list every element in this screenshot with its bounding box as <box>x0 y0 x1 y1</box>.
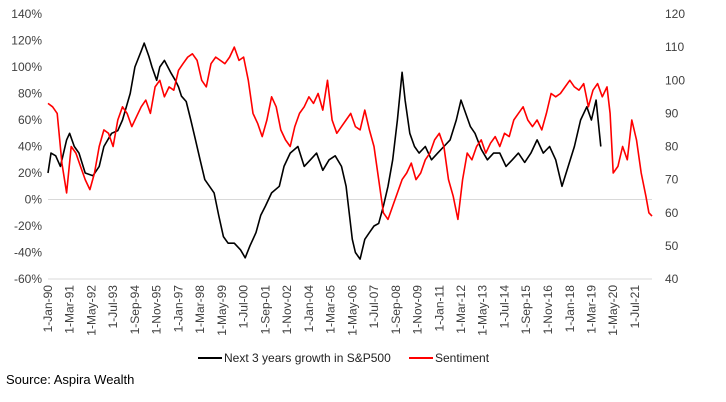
x-tick-label: 1-May-13 <box>476 285 490 336</box>
x-tick-label: 1-Jul-00 <box>237 285 251 329</box>
x-tick-label: 1-Jan-11 <box>432 285 446 332</box>
x-tick-label: 1-May-99 <box>215 285 229 336</box>
x-tick-label: 1-Sep-08 <box>389 285 403 335</box>
line-chart: 140% 120% 100% 80% 60% 40% 20% 0% -20% -40% -60% 1… <box>11 7 685 365</box>
left-tick-label: -40% <box>14 246 42 260</box>
x-tick-label: 1-Jan-90 <box>41 285 55 333</box>
x-tick-label: 1-Mar-05 <box>324 285 338 334</box>
left-tick-label: 80% <box>18 87 42 101</box>
x-tick-label: 1-Jul-14 <box>497 285 511 329</box>
left-tick-label: -60% <box>14 272 42 286</box>
series-line-growth <box>47 42 602 260</box>
x-tick-label: 1-May-20 <box>606 285 620 336</box>
x-tick-label: 1-Jul-07 <box>367 285 381 329</box>
x-tick-label: 1-Mar-98 <box>193 285 207 334</box>
left-tick-label: 100% <box>11 60 42 74</box>
x-tick-label: 1-Jan-97 <box>171 285 185 333</box>
x-tick-label: 1-Mar-19 <box>584 285 598 334</box>
right-tick-label: 80 <box>665 140 679 154</box>
left-tick-label: 140% <box>11 7 42 21</box>
left-tick-label: 20% <box>18 166 42 180</box>
x-tick-label: 1-Nov-95 <box>150 285 164 335</box>
series-line-sentiment <box>47 46 653 221</box>
left-tick-label: 120% <box>11 34 42 48</box>
right-tick-label: 40 <box>665 272 679 286</box>
right-tick-label: 100 <box>665 73 685 87</box>
x-tick-label: 1-Sep-15 <box>519 285 533 335</box>
left-tick-label: -20% <box>14 219 42 233</box>
x-tick-label: 1-Sep-01 <box>258 285 272 335</box>
right-tick-label: 90 <box>665 106 679 120</box>
source-note: Source: Aspira Wealth <box>6 372 135 387</box>
x-tick-label: 1-Jul-93 <box>106 285 120 329</box>
x-tick-label: 1-Nov-02 <box>280 285 294 335</box>
x-tick-label: 1-Nov-09 <box>411 285 425 335</box>
left-tick-label: 60% <box>18 113 42 127</box>
legend-label-growth: Next 3 years growth in S&P500 <box>224 351 391 365</box>
x-axis-ticks: 1-Jan-90 1-Mar-91 1-May-92 1-Jul-93 1-Sep-94… <box>41 285 642 336</box>
x-tick-label: 1-May-92 <box>84 285 98 336</box>
left-y-axis-ticks: 140% 120% 100% 80% 60% 40% 20% 0% -20% -40% -60% <box>11 7 42 286</box>
right-tick-label: 110 <box>665 40 684 54</box>
x-tick-label: 1-Mar-91 <box>63 285 77 334</box>
right-tick-label: 50 <box>665 239 679 253</box>
x-tick-label: 1-Jan-04 <box>302 285 316 333</box>
gridlines <box>48 199 652 280</box>
legend: Next 3 years growth in S&P500 Sentiment <box>198 351 490 365</box>
left-tick-label: 40% <box>18 140 42 154</box>
x-tick-label: 1-Mar-12 <box>454 285 468 334</box>
right-y-axis-ticks: 120 110 100 90 80 70 60 50 40 <box>665 7 685 286</box>
x-tick-label: 1-May-06 <box>345 285 359 336</box>
right-tick-label: 60 <box>665 206 679 220</box>
right-tick-label: 70 <box>665 173 679 187</box>
x-tick-label: 1-Nov-16 <box>541 285 555 335</box>
right-tick-label: 120 <box>665 7 685 21</box>
x-tick-label: 1-Jan-18 <box>563 285 577 333</box>
x-tick-label: 1-Jul-21 <box>628 285 642 329</box>
left-tick-label: 0% <box>25 193 43 207</box>
legend-label-sentiment: Sentiment <box>435 351 490 365</box>
series-lines <box>47 42 653 260</box>
x-tick-label: 1-Sep-94 <box>128 285 142 335</box>
